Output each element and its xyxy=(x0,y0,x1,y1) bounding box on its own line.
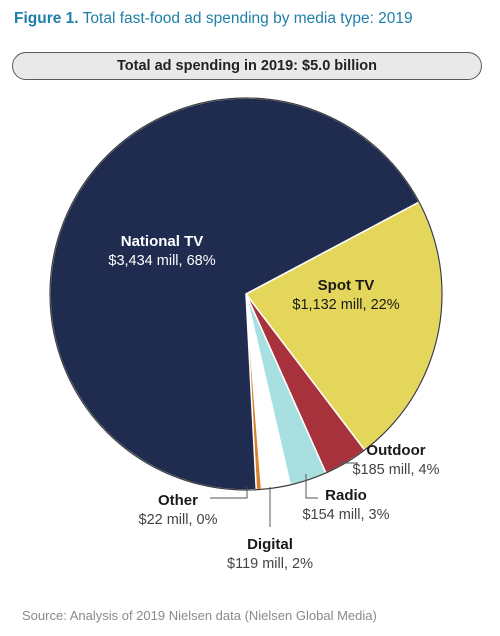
label-value-outdoor: $185 mill, 4% xyxy=(352,462,439,478)
pie-slices xyxy=(49,97,443,491)
label-value-digital: $119 mill, 2% xyxy=(227,556,313,572)
figure-caption: Total fast-food ad spending by media typ… xyxy=(82,10,413,27)
leader-line-outdoor xyxy=(339,459,358,464)
label-name-radio: Radio xyxy=(325,487,367,504)
pie-chart: National TV $3,434 mill, 68% Spot TV $1,132… xyxy=(49,97,443,572)
figure-title: Figure 1. Total fast-food ad spending by… xyxy=(14,10,413,28)
leader-line-radio xyxy=(305,474,318,499)
label-name-digital: Digital xyxy=(247,536,293,553)
label-value-spot-tv: $1,132 mill, 22% xyxy=(292,297,399,313)
leader-line-other xyxy=(210,487,248,499)
label-value-radio: $154 mill, 3% xyxy=(302,507,389,523)
pie-labels: National TV $3,434 mill, 68% Spot TV $1,132… xyxy=(108,233,439,572)
label-value-other: $22 mill, 0% xyxy=(139,512,218,528)
figure-number: Figure 1. xyxy=(14,10,79,27)
source-note: Source: Analysis of 2019 Nielsen data (N… xyxy=(22,608,377,623)
pie-outline xyxy=(49,97,443,491)
label-name-national-tv: National TV xyxy=(121,233,204,250)
label-name-other: Other xyxy=(158,492,198,509)
label-name-outdoor: Outdoor xyxy=(366,442,425,459)
label-value-national-tv: $3,434 mill, 68% xyxy=(108,253,215,269)
label-name-spot-tv: Spot TV xyxy=(318,277,375,294)
total-spending-banner: Total ad spending in 2019: $5.0 billion xyxy=(12,52,482,80)
